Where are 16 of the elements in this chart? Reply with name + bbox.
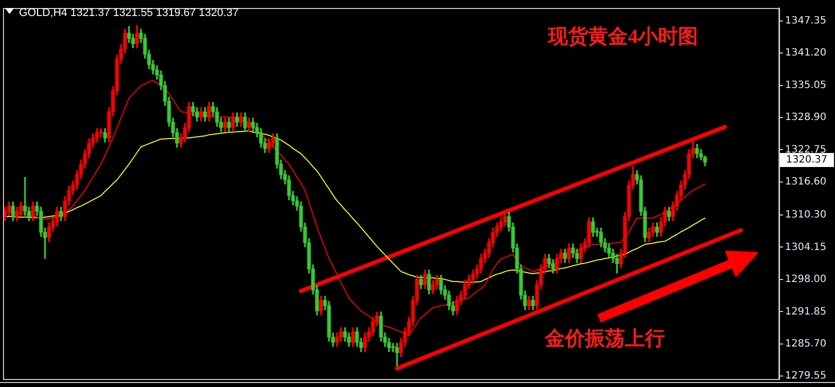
y-tick-label: 1285.70 [785, 338, 826, 350]
text: 现货黄金4小时图 [547, 26, 698, 48]
y-tick-label: 1316.60 [785, 176, 826, 188]
text: 1320.37 [786, 154, 828, 166]
y-tick-label: 1322.75 [785, 144, 826, 156]
y-tick-label: 1347.35 [785, 15, 826, 26]
y-tick-label: 1298.00 [785, 274, 826, 286]
y-tick-label: 1328.90 [785, 112, 826, 124]
y-tick-label: 1335.05 [785, 80, 826, 91]
y-tick-label: 1341.20 [785, 48, 826, 59]
y-tick-label: 1310.30 [785, 210, 826, 221]
y-tick-label: 1304.15 [785, 242, 826, 253]
chart-subtitle: GOLD,H4 1321.37 1321.55 1319.67 1320.37 [19, 7, 239, 20]
y-tick-label: 1279.55 [785, 370, 826, 382]
y-tick-label: 1291.85 [785, 306, 826, 318]
annotation: 金价振荡上行 [544, 328, 665, 350]
